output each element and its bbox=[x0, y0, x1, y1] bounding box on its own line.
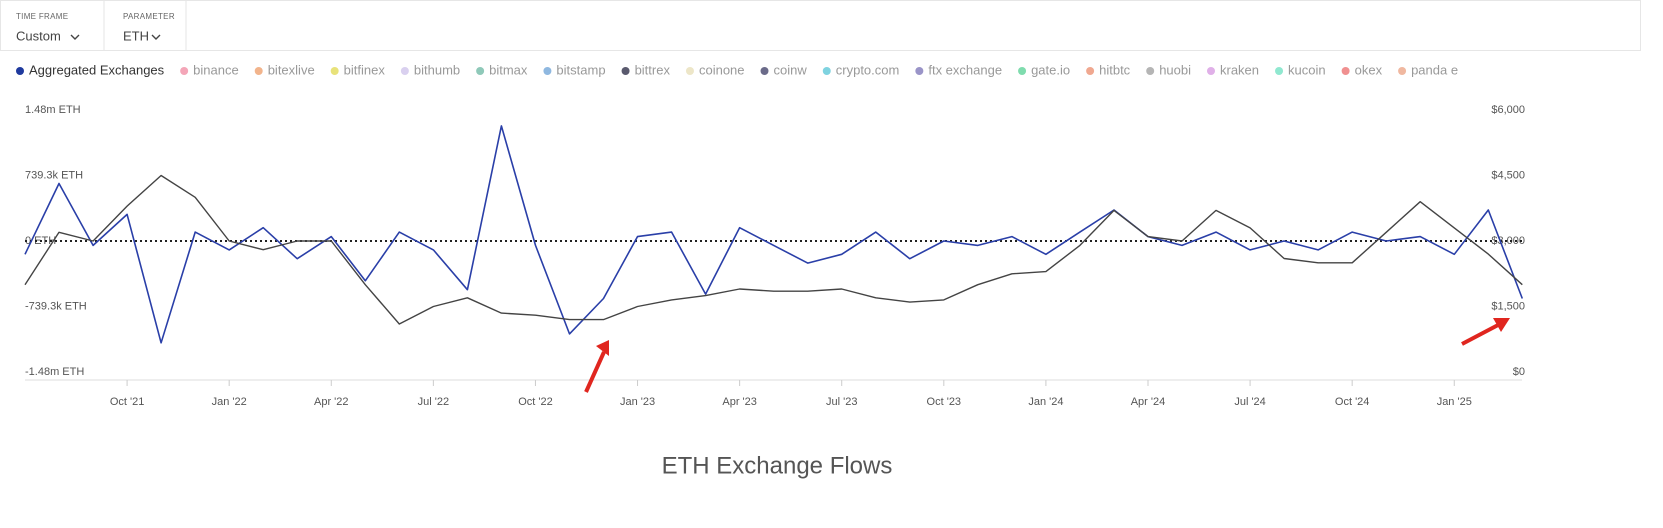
y-tick-label: -1.48m ETH bbox=[25, 366, 84, 378]
y2-tick-label: $1,500 bbox=[1491, 300, 1525, 312]
legend-dot bbox=[180, 67, 189, 75]
legend-item[interactable]: bitfinex bbox=[330, 62, 386, 77]
legend-label: bittrex bbox=[635, 62, 671, 77]
legend: Aggregated Exchanges binance bitexlive bitf… bbox=[16, 62, 1458, 77]
legend-item[interactable]: bithumb bbox=[400, 62, 460, 77]
legend-dot bbox=[760, 67, 769, 75]
legend-item[interactable]: bittrex bbox=[621, 62, 671, 77]
legend-item[interactable]: bitexlive bbox=[254, 62, 315, 77]
arrow bbox=[1461, 322, 1501, 346]
y2-tick-label: $4,500 bbox=[1491, 169, 1525, 181]
legend-item[interactable]: hitbtc bbox=[1086, 62, 1131, 77]
x-tick-label: Oct '22 bbox=[518, 396, 553, 408]
x-tick-label: Apr '24 bbox=[1131, 396, 1166, 408]
series-line bbox=[24, 174, 1523, 325]
x-tick-label: Jul '22 bbox=[418, 396, 449, 408]
arrow bbox=[584, 351, 606, 393]
legend-item[interactable]: bitmax bbox=[476, 62, 528, 77]
legend-label: gate.io bbox=[1031, 62, 1070, 77]
legend-dot bbox=[330, 67, 339, 75]
legend-item[interactable]: binance bbox=[180, 62, 239, 77]
x-tick-label: Jul '23 bbox=[826, 396, 857, 408]
legend-label: bitexlive bbox=[268, 62, 315, 77]
x-tick-label: Jan '24 bbox=[1028, 396, 1063, 408]
x-tick-label: Oct '24 bbox=[1335, 396, 1370, 408]
legend-item[interactable]: bitstamp bbox=[543, 62, 606, 77]
legend-label: Aggregated Exchanges bbox=[29, 62, 165, 77]
filter-value[interactable]: Custom bbox=[16, 28, 61, 43]
x-tick-label: Jan '25 bbox=[1437, 396, 1472, 408]
legend-label: bitstamp bbox=[556, 62, 605, 77]
legend-label: coinone bbox=[699, 62, 745, 77]
filter-label: TIME FRAME bbox=[16, 12, 68, 21]
x-tick-label: Jan '22 bbox=[212, 396, 247, 408]
legend-dot bbox=[685, 67, 694, 75]
legend-item[interactable]: Aggregated Exchanges bbox=[16, 62, 165, 77]
legend-dot bbox=[621, 67, 630, 75]
y-tick-label: -739.3k ETH bbox=[25, 300, 87, 312]
legend-dot bbox=[1146, 67, 1155, 75]
legend-label: ftx exchange bbox=[928, 62, 1002, 77]
caption: ETH Exchange Flows bbox=[662, 452, 893, 479]
legend-label: bitmax bbox=[489, 62, 528, 77]
legend-dot bbox=[400, 67, 409, 75]
x-tick-label: Oct '21 bbox=[110, 396, 145, 408]
legend-item[interactable]: kucoin bbox=[1275, 62, 1326, 77]
legend-label: hitbtc bbox=[1099, 62, 1131, 77]
legend-label: okex bbox=[1355, 62, 1383, 77]
time-frame-filter[interactable]: TIME FRAME Custom bbox=[16, 12, 80, 43]
y2-tick-label: $0 bbox=[1513, 366, 1525, 378]
legend-label: crypto.com bbox=[836, 62, 900, 77]
legend-dot bbox=[254, 67, 263, 75]
legend-item[interactable]: kraken bbox=[1207, 62, 1259, 77]
legend-item[interactable]: coinone bbox=[685, 62, 745, 77]
legend-label: huobi bbox=[1159, 62, 1191, 77]
legend-label: bitfinex bbox=[344, 62, 386, 77]
legend-dot bbox=[1398, 67, 1407, 75]
arrowhead bbox=[596, 340, 609, 356]
y-tick-label: 739.3k ETH bbox=[25, 169, 83, 181]
legend-dot bbox=[915, 67, 924, 75]
chevron bbox=[70, 34, 80, 40]
legend-label: panda e bbox=[1411, 62, 1458, 77]
legend-dot bbox=[16, 67, 24, 75]
legend-item[interactable]: coinw bbox=[760, 62, 808, 77]
series-line bbox=[24, 125, 1524, 344]
legend-label: kraken bbox=[1220, 62, 1259, 77]
legend-dot bbox=[1086, 67, 1095, 75]
x-tick-label: Apr '23 bbox=[722, 396, 757, 408]
x-tick-label: Jul '24 bbox=[1234, 396, 1265, 408]
legend-item[interactable]: ftx exchange bbox=[915, 62, 1002, 77]
legend-item[interactable]: huobi bbox=[1146, 62, 1191, 77]
legend-dot bbox=[822, 67, 831, 75]
legend-item[interactable]: gate.io bbox=[1018, 62, 1070, 77]
chevron bbox=[151, 34, 161, 40]
legend-dot bbox=[1018, 67, 1027, 75]
parameter-filter[interactable]: PARAMETER ETH bbox=[123, 12, 175, 43]
filter-label: PARAMETER bbox=[123, 12, 175, 21]
x-tick-label: Jan '23 bbox=[620, 396, 655, 408]
legend-dot bbox=[476, 67, 485, 75]
legend-dot bbox=[1207, 67, 1215, 75]
filter-bar bbox=[0, 0, 1641, 51]
y-tick-label: 1.48m ETH bbox=[25, 104, 81, 116]
filter-value[interactable]: ETH bbox=[123, 28, 149, 43]
legend-item[interactable]: crypto.com bbox=[822, 62, 900, 77]
legend-label: binance bbox=[193, 62, 239, 77]
x-tick-label: Apr '22 bbox=[314, 396, 349, 408]
legend-dot bbox=[1341, 67, 1350, 75]
legend-item[interactable]: panda e bbox=[1398, 62, 1458, 77]
legend-dot bbox=[543, 67, 552, 75]
legend-item[interactable]: okex bbox=[1341, 62, 1383, 77]
y2-tick-label: $6,000 bbox=[1491, 104, 1525, 116]
legend-dot bbox=[1275, 67, 1284, 75]
x-tick-label: Oct '23 bbox=[927, 396, 962, 408]
legend-label: bithumb bbox=[414, 62, 460, 77]
legend-label: kucoin bbox=[1288, 62, 1326, 77]
legend-label: coinw bbox=[774, 62, 808, 77]
arrowhead bbox=[1493, 318, 1510, 332]
